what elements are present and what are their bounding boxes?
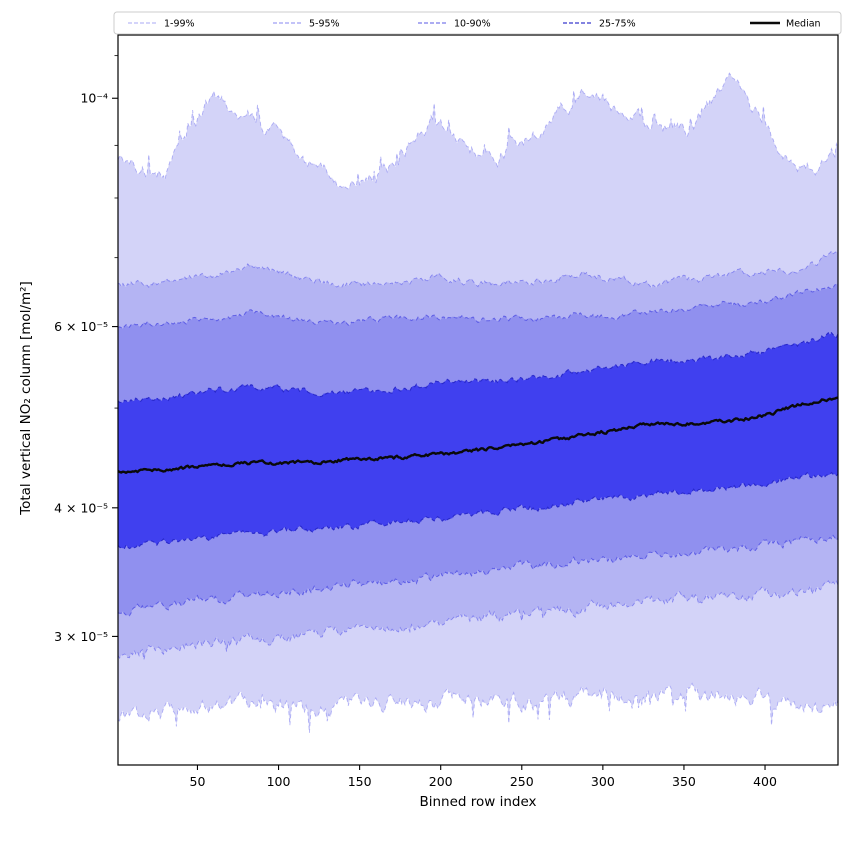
- y-tick-label: 4 × 10⁻⁵: [54, 500, 108, 515]
- percentile-line-p95: [118, 250, 838, 289]
- percentile-line-p10: [118, 534, 838, 617]
- y-tick-label: 10⁻⁴: [80, 91, 108, 106]
- legend-box: [113, 11, 842, 35]
- plot-border: [117, 34, 839, 766]
- legend-item-label: 10-90%: [454, 19, 491, 30]
- percentile-line-p5: [118, 580, 838, 660]
- legend-item-label: Median: [786, 19, 821, 30]
- y-tick-label: 3 × 10⁻⁵: [54, 629, 108, 644]
- x-tick-label: 50: [190, 774, 206, 789]
- y-tick-label: 6 × 10⁻⁵: [54, 319, 108, 334]
- plot-area: [118, 72, 838, 733]
- band-fill-25-75%: [118, 332, 838, 549]
- x-tick-label: 200: [429, 774, 453, 789]
- x-tick-label: 150: [348, 774, 372, 789]
- x-tick-label: 300: [591, 774, 615, 789]
- x-tick-label: 100: [267, 774, 291, 789]
- percentile-line-p25: [118, 471, 838, 550]
- percentile-line-p99: [118, 72, 838, 190]
- x-tick-label: 350: [672, 774, 696, 789]
- legend-item-label: 5-95%: [309, 19, 340, 30]
- x-tick-label: 250: [510, 774, 534, 789]
- x-axis-label: Binned row index: [419, 794, 537, 810]
- legend-item-label: 25-75%: [599, 19, 636, 30]
- axes-ticks: 50 100 150 200 250 300 350 400 10⁻⁴ 6 × 10⁻⁵ 4 × 1…: [54, 55, 777, 789]
- percentile-line-p1: [118, 682, 838, 733]
- median-line: [118, 396, 838, 474]
- legend: 1-99% 5-95% 10-90% 25-75% Median: [113, 11, 842, 35]
- percentile-line-p90: [118, 282, 838, 330]
- y-axis-label: Total vertical NO₂ column [mol/m²]: [18, 281, 34, 515]
- legend-item-label: 1-99%: [164, 19, 195, 30]
- x-tick-label: 400: [753, 774, 777, 789]
